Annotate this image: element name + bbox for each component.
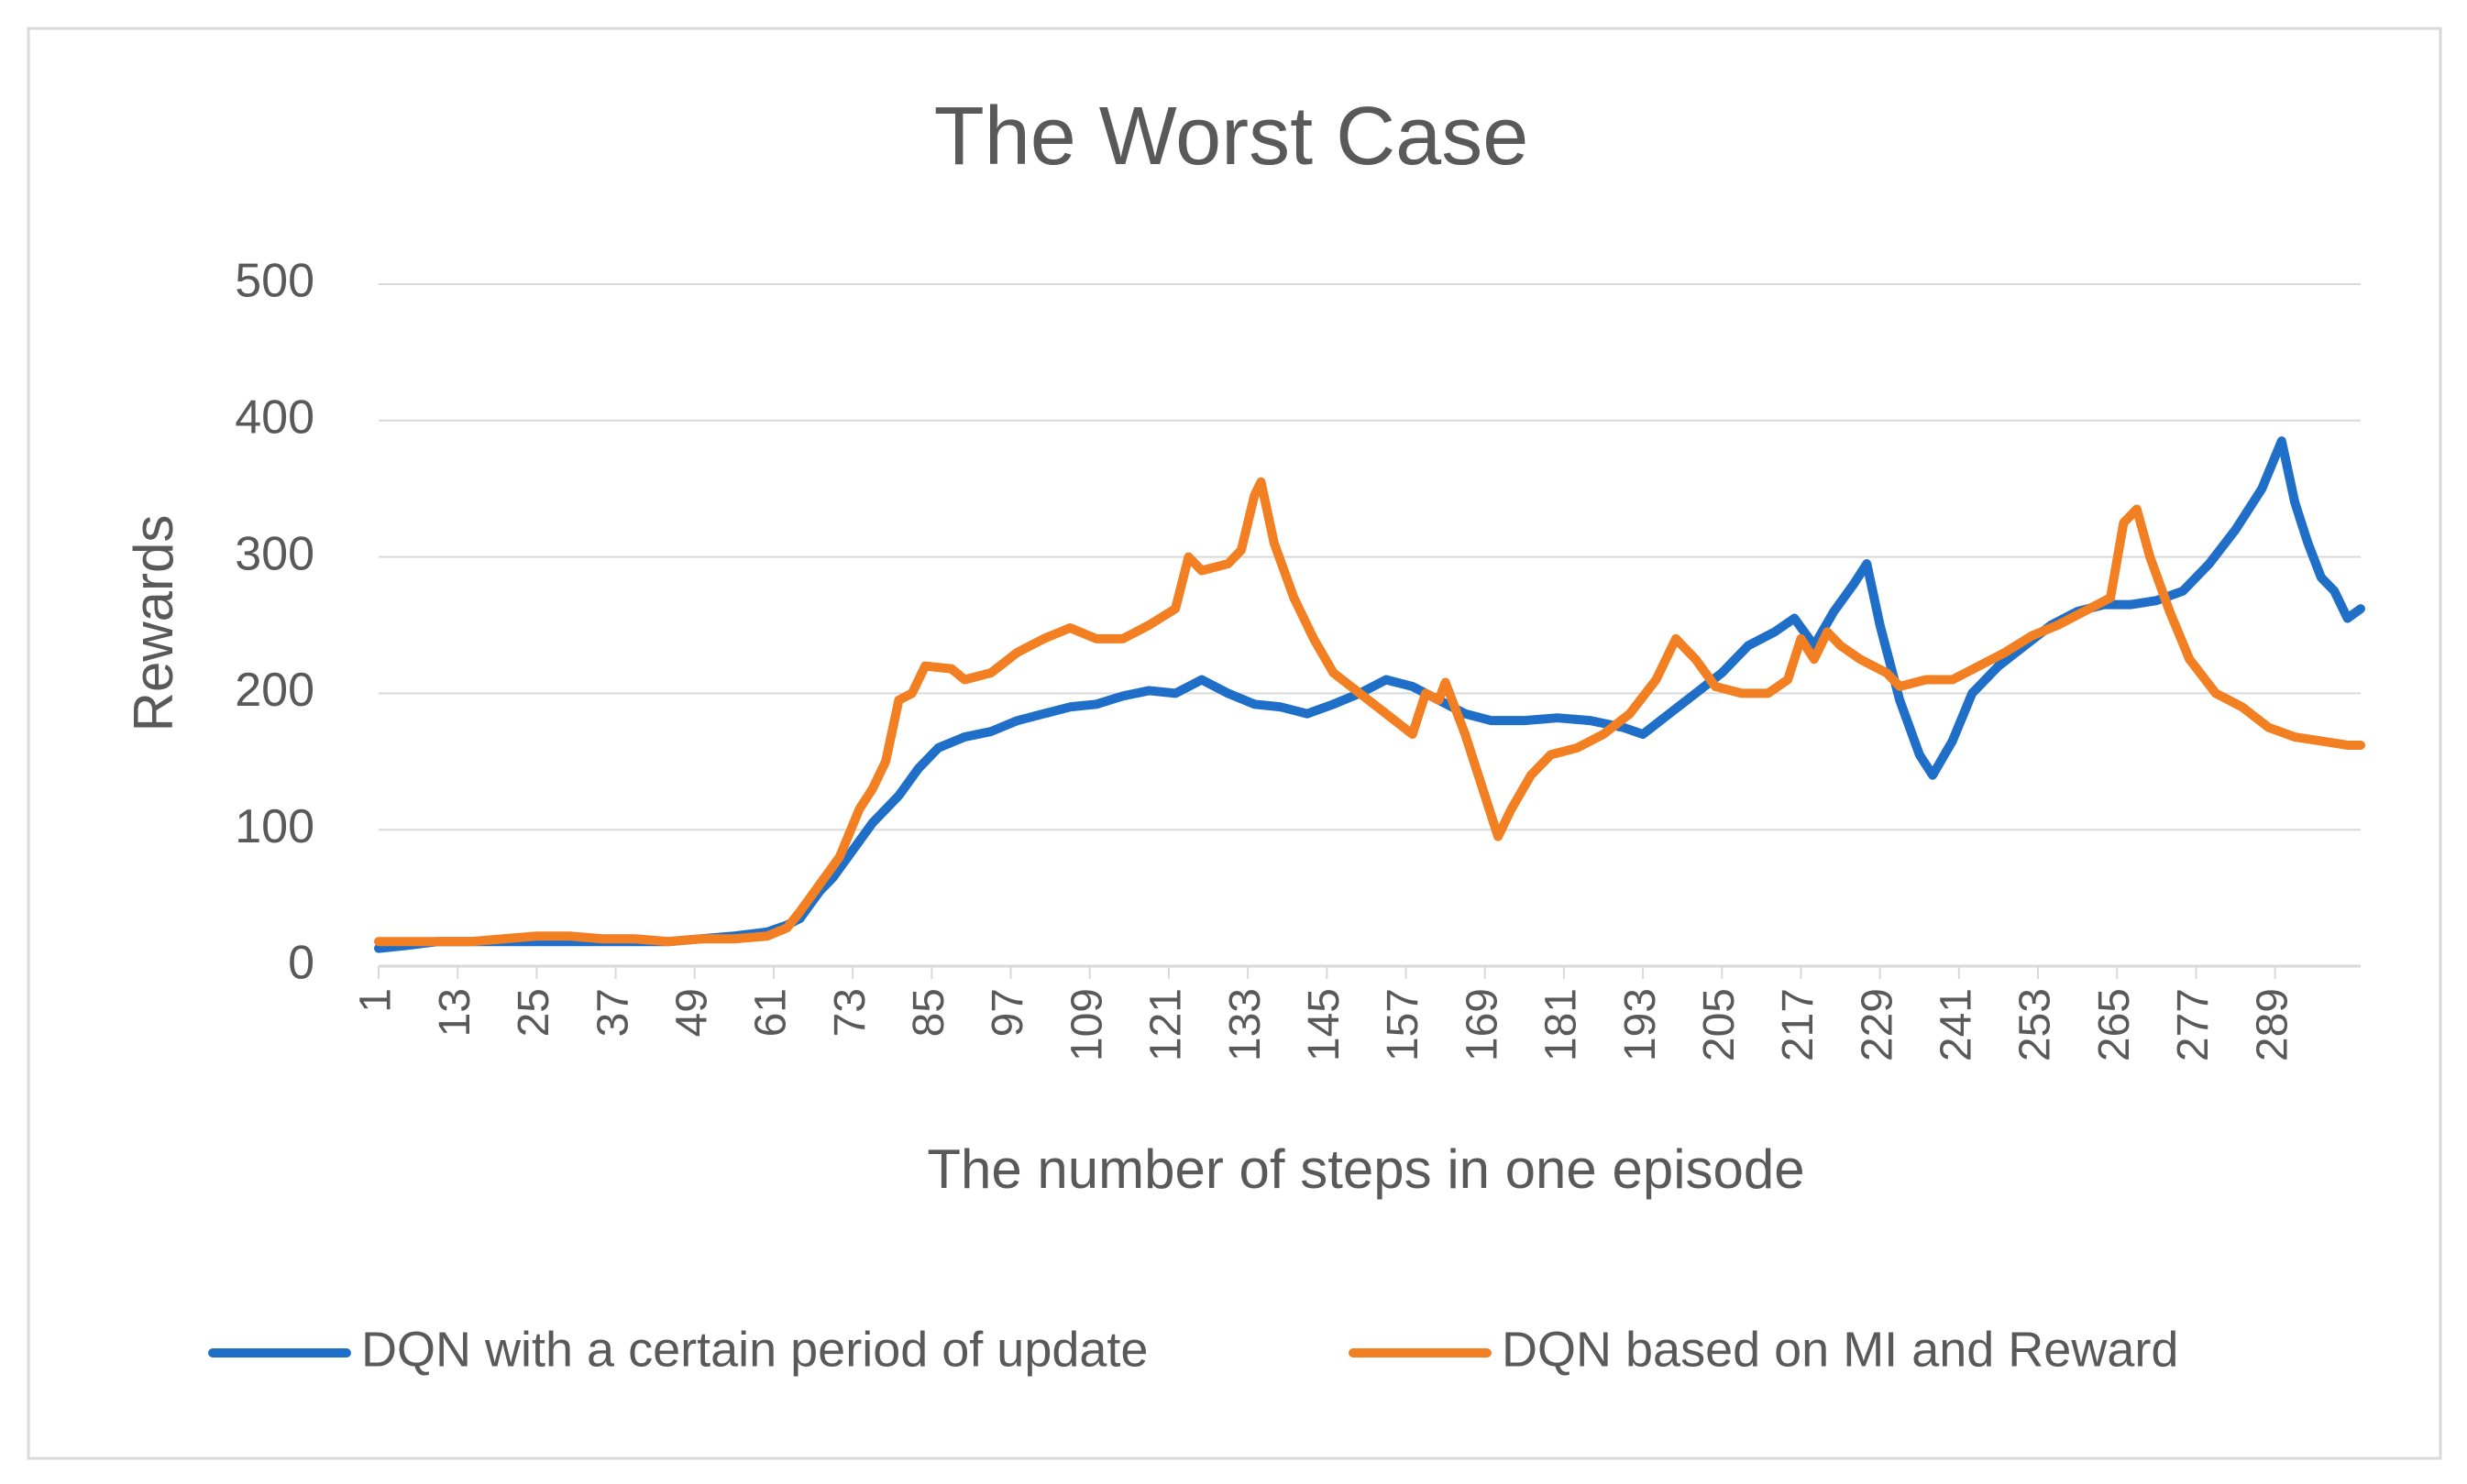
x-tick-label: 73 — [826, 988, 875, 1037]
x-tick-label: 97 — [984, 988, 1032, 1037]
x-tick-label: 25 — [510, 988, 558, 1037]
x-tick-label: 277 — [2169, 988, 2218, 1061]
y-tick-label: 300 — [235, 527, 314, 580]
x-tick-label: 145 — [1300, 988, 1349, 1061]
y-tick-label: 100 — [235, 800, 314, 853]
x-tick-label: 181 — [1537, 988, 1586, 1061]
x-tick-label: 205 — [1695, 988, 1744, 1061]
x-tick-label: 265 — [2090, 988, 2139, 1061]
x-axis-label: The number of steps in one episode — [927, 1138, 1804, 1200]
x-tick-label: 229 — [1853, 988, 1901, 1061]
x-tick-label: 133 — [1221, 988, 1270, 1061]
x-tick-label: 289 — [2248, 988, 2296, 1061]
x-tick-label: 109 — [1063, 988, 1111, 1061]
legend-label: DQN based on MI and Reward — [1502, 1322, 2178, 1377]
x-tick-label: 13 — [431, 988, 479, 1037]
y-axis-label: Rewards — [123, 515, 184, 732]
x-tick-label: 49 — [667, 988, 716, 1037]
chart-title: The Worst Case — [934, 91, 1529, 182]
x-tick-label: 169 — [1458, 988, 1506, 1061]
legend-label: DQN with a certain period of update — [361, 1322, 1148, 1377]
x-tick-label: 157 — [1379, 988, 1427, 1061]
x-tick-label: 121 — [1142, 988, 1191, 1061]
x-tick-label: 61 — [747, 988, 796, 1037]
y-tick-label: 500 — [235, 255, 314, 308]
y-tick-label: 0 — [288, 937, 314, 990]
y-tick-label: 200 — [235, 664, 314, 717]
chart-border — [27, 27, 2442, 1460]
x-tick-label: 217 — [1774, 988, 1823, 1061]
series-line — [374, 477, 2365, 947]
x-tick-label: 193 — [1616, 988, 1665, 1061]
x-tick-label: 241 — [1933, 988, 1981, 1061]
x-tick-label: 85 — [905, 988, 953, 1037]
x-tick-label: 37 — [589, 988, 637, 1037]
y-tick-label: 400 — [235, 391, 314, 445]
x-tick-label: 1 — [352, 988, 401, 1013]
x-tick-label: 253 — [2011, 988, 2060, 1061]
